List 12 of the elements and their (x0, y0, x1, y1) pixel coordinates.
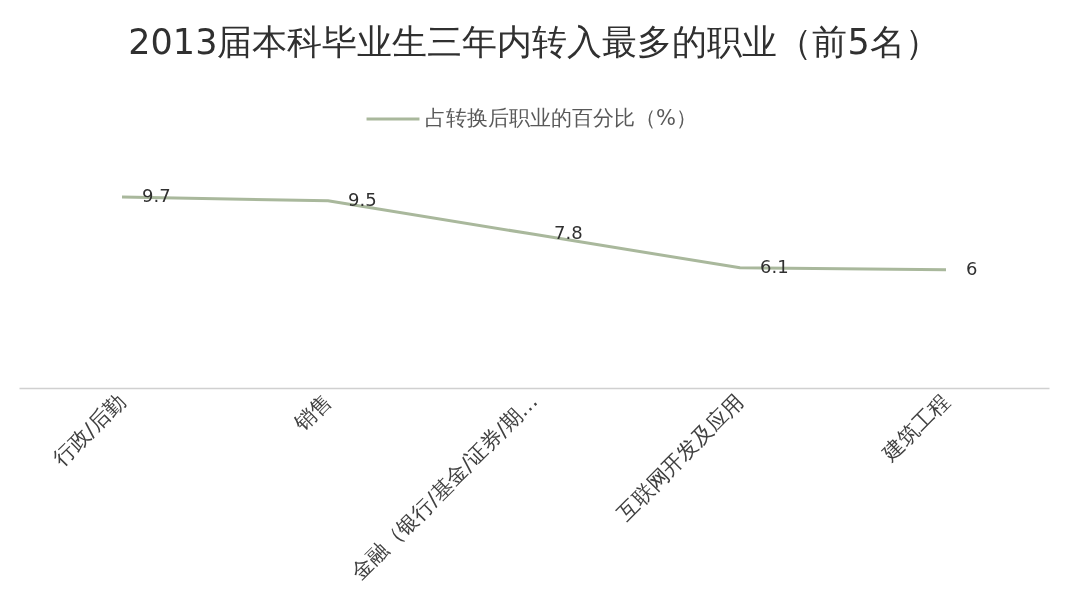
x-tick-label: 互联网开发及应用 (612, 389, 749, 526)
data-label: 9.7 (142, 184, 171, 206)
chart-title: 2013届本科毕业生三年内转入最多的职业（前5名） (128, 22, 940, 62)
data-label: 6.1 (760, 255, 789, 277)
x-tick-label: 销售 (288, 389, 337, 437)
data-label: 9.5 (348, 188, 377, 210)
data-label: 7.8 (554, 222, 583, 244)
x-tick-label: 建筑工程 (877, 389, 955, 467)
data-label: 6 (966, 257, 978, 279)
x-tick-label: 行政/后勤 (48, 389, 131, 471)
legend-label: 占转换后职业的百分比（%） (425, 106, 697, 130)
x-tick-label: 金融（银行/基金/证券/期… (346, 389, 543, 585)
